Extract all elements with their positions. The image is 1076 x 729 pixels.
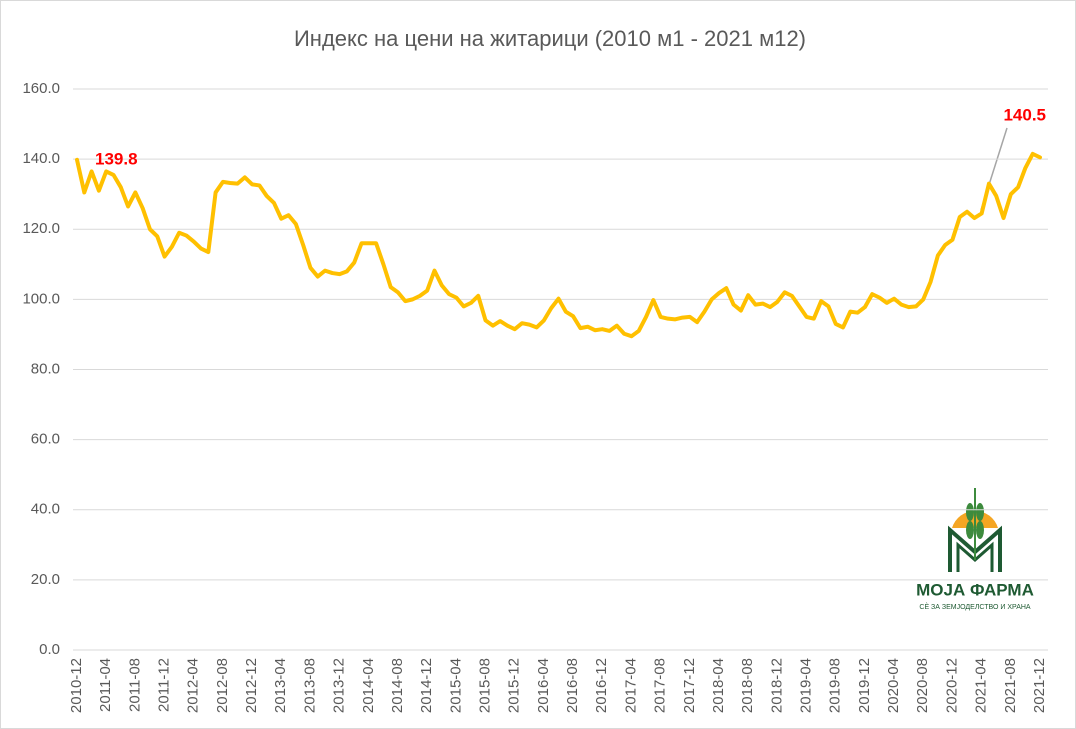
y-tick-label: 60.0 (31, 431, 60, 448)
x-tick-label: 2013-12 (331, 658, 348, 713)
x-tick-label: 2018-04 (710, 658, 727, 713)
y-tick-label: 40.0 (31, 501, 60, 518)
x-tick-label: 2017-08 (652, 658, 669, 713)
x-tick-label: 2019-04 (798, 658, 815, 713)
x-tick-label: 2020-08 (914, 658, 931, 713)
logo-name: МОЈА ФАРМА (916, 580, 1034, 599)
y-tick-label: 0.0 (39, 641, 60, 658)
x-tick-label: 2012-12 (243, 658, 260, 713)
x-tick-label: 2012-04 (185, 658, 202, 713)
chart-title: Индекс на цени на житарици (2010 м1 - 20… (294, 26, 806, 51)
y-tick-label: 140.0 (22, 150, 60, 167)
x-tick-label: 2018-12 (768, 658, 785, 713)
x-tick-label: 2016-04 (535, 658, 552, 713)
y-tick-label: 100.0 (22, 290, 60, 307)
x-tick-label: 2021-04 (973, 658, 990, 713)
x-tick-label: 2016-08 (564, 658, 581, 713)
logo-grain (976, 503, 984, 521)
x-tick-label: 2011-04 (97, 658, 114, 712)
x-tick-label: 2013-04 (272, 658, 289, 713)
x-tick-label: 2015-04 (447, 658, 464, 713)
y-tick-label: 160.0 (22, 80, 60, 97)
x-tick-label: 2021-12 (1031, 658, 1048, 713)
logo-grain (966, 503, 974, 521)
x-tick-label: 2016-12 (593, 658, 610, 713)
x-tick-label: 2018-08 (739, 658, 756, 713)
x-tick-label: 2019-12 (856, 658, 873, 713)
logo-grain (966, 521, 974, 539)
x-tick-label: 2011-08 (126, 658, 143, 712)
x-tick-label: 2021-08 (1002, 658, 1019, 713)
x-tick-label: 2012-08 (214, 658, 231, 713)
logo: МОЈА ФАРМА СÈ ЗА ЗЕМЈОДЕЛСТВО И ХРАНА (916, 488, 1034, 611)
x-tick-label: 2011-12 (156, 658, 173, 712)
x-tick-label: 2017-04 (622, 658, 639, 713)
data-label: 140.5 (1003, 105, 1046, 124)
x-tick-label: 2020-04 (885, 658, 902, 713)
y-tick-label: 20.0 (31, 571, 60, 588)
x-tick-label: 2013-08 (301, 658, 318, 713)
x-tick-label: 2017-12 (681, 658, 698, 713)
data-label: 139.8 (95, 149, 138, 168)
x-tick-label: 2014-12 (418, 658, 435, 713)
x-tick-label: 2020-12 (943, 658, 960, 713)
logo-tagline: СÈ ЗА ЗЕМЈОДЕЛСТВО И ХРАНА (919, 602, 1031, 611)
x-tick-label: 2014-08 (389, 658, 406, 713)
y-tick-label: 120.0 (22, 220, 60, 237)
data-line (75, 151, 1042, 339)
x-tick-label: 2015-08 (477, 658, 494, 713)
x-tick-label: 2019-08 (827, 658, 844, 713)
x-tick-label: 2014-04 (360, 658, 377, 713)
x-tick-label: 2015-12 (506, 658, 523, 713)
y-tick-label: 80.0 (31, 360, 60, 377)
logo-grain (976, 521, 984, 539)
x-tick-label: 2010-12 (68, 658, 85, 713)
